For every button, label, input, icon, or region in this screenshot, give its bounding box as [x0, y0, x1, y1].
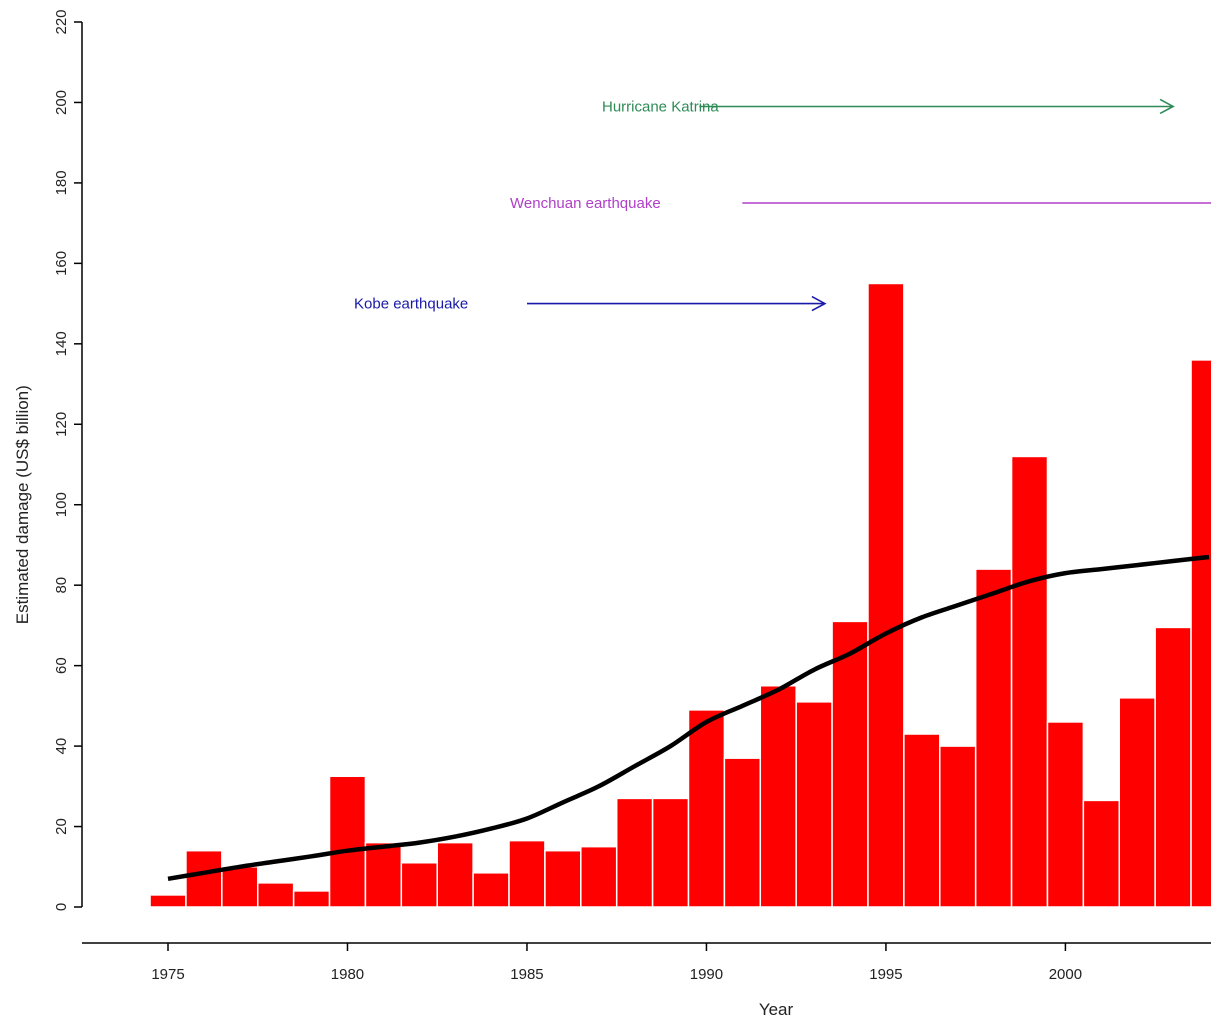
x-tick-label-1985: 1985	[510, 966, 543, 983]
bar-1999	[1010, 455, 1049, 908]
bar-1998	[974, 568, 1013, 908]
bar-2003	[1154, 626, 1192, 908]
bar-1978	[256, 882, 295, 908]
bar-1986	[544, 849, 582, 908]
bar-1980	[328, 775, 367, 908]
y-tick-label-40: 40	[53, 738, 70, 755]
bar-1996	[903, 733, 941, 908]
bar-1982	[400, 862, 438, 908]
trend-line-group	[167, 554, 1210, 882]
annotation-arrowhead-2	[811, 295, 827, 312]
bar-1995	[867, 282, 905, 908]
annotations: Hurricane Katrina Wenchuan earthquake Kobe…	[354, 99, 1211, 313]
y-tick-label-140: 140	[53, 331, 70, 356]
x-axis-title: Year	[759, 1000, 794, 1019]
bar-1984	[472, 872, 510, 908]
x-tick-label-1995: 1995	[869, 966, 902, 983]
bar-series	[149, 282, 1211, 908]
y-tick-label-20: 20	[53, 818, 70, 835]
bar-1991	[723, 757, 762, 908]
y-axis-title: Estimated damage (US$ billion)	[13, 385, 32, 624]
trend-line	[167, 554, 1210, 882]
x-tick-label-1980: 1980	[331, 966, 364, 983]
bar-1994	[831, 620, 869, 908]
bar-1987	[580, 845, 618, 908]
y-tick-label-120: 120	[53, 412, 70, 437]
y-tick-label-0: 0	[53, 903, 70, 911]
bar-1975	[149, 894, 187, 908]
annotation-label-2: Kobe earthquake	[354, 296, 468, 313]
bar-1990	[687, 709, 726, 908]
bar-2001	[1082, 799, 1121, 908]
bar-1992	[759, 685, 797, 908]
bar-1997	[939, 745, 977, 908]
bar-1977	[221, 866, 259, 908]
annotation-label-0: Hurricane Katrina	[602, 99, 719, 116]
x-tick-label-2000: 2000	[1049, 966, 1082, 983]
x-axis: 1975 1980 1985 1990 1995 2000	[82, 942, 1211, 983]
y-axis: 0 20 40 60 80 100 120 140 160 180 200 220	[53, 9, 83, 911]
bar-2004	[1190, 359, 1211, 908]
bar-1989	[651, 797, 690, 908]
y-tick-label-80: 80	[53, 577, 70, 594]
bar-1983	[436, 841, 474, 908]
x-tick-label-1990: 1990	[690, 966, 723, 983]
y-tick-label-60: 60	[53, 657, 70, 674]
bar-1976	[185, 849, 223, 908]
x-tick-label-1975: 1975	[151, 966, 184, 983]
y-tick-label-180: 180	[53, 170, 70, 195]
bar-1993	[795, 701, 833, 908]
bar-1981	[364, 841, 403, 908]
bar-1985	[508, 839, 546, 908]
bar-1979	[292, 890, 331, 908]
y-tick-label-200: 200	[53, 90, 70, 115]
annotation-label-1: Wenchuan earthquake	[510, 195, 661, 212]
annotation-arrowhead-0	[1159, 98, 1175, 115]
y-tick-label-160: 160	[53, 251, 70, 276]
bar-1988	[615, 797, 654, 908]
bar-2002	[1118, 697, 1156, 908]
bar-2000	[1046, 721, 1085, 908]
y-tick-label-100: 100	[53, 492, 70, 517]
y-tick-label-220: 220	[53, 9, 70, 34]
